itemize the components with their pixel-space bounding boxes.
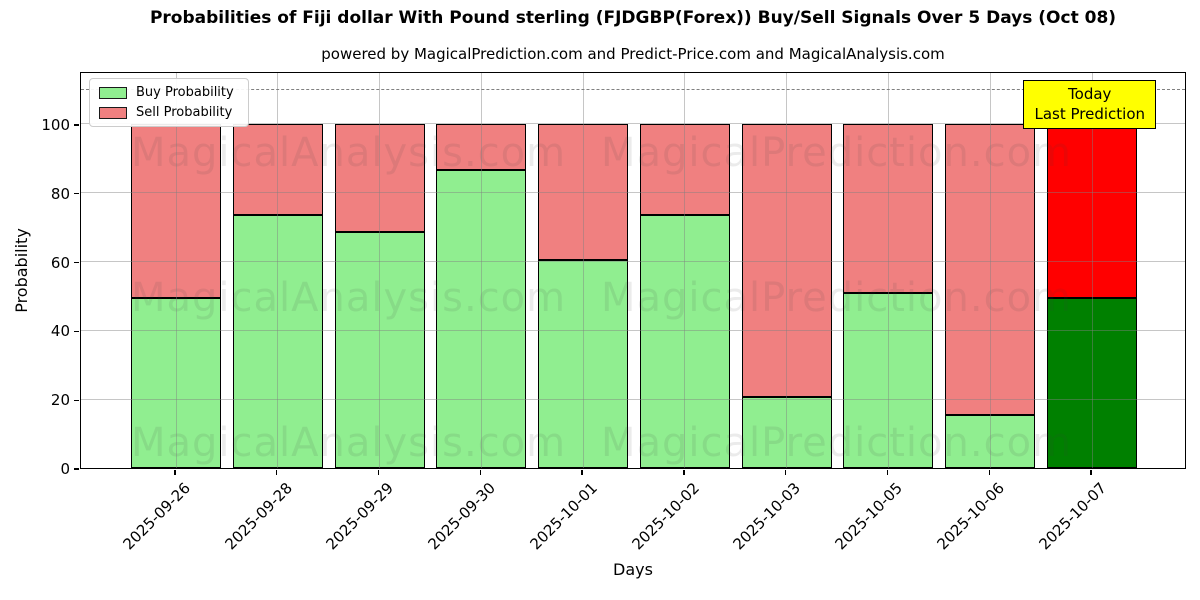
x-tick-mark bbox=[276, 470, 278, 475]
x-tick-mark bbox=[174, 470, 176, 475]
watermark-text: MagicalAnalysis.com bbox=[131, 420, 567, 466]
legend-item-buy: Buy Probability bbox=[99, 85, 239, 100]
x-tick-mark bbox=[988, 470, 990, 475]
chart-title: Probabilities of Fiji dollar With Pound … bbox=[149, 8, 1117, 28]
x-tick-mark bbox=[683, 470, 685, 475]
bar-2025-10-02 bbox=[639, 124, 730, 468]
buy-segment bbox=[741, 397, 832, 468]
watermark-text: MagicalAnalysis.com bbox=[131, 275, 567, 321]
buy-segment bbox=[232, 215, 323, 468]
y-tick-label: 0 bbox=[60, 460, 70, 478]
buy-segment bbox=[945, 414, 1036, 468]
x-tick-mark bbox=[1090, 470, 1092, 475]
watermark-layer: MagicalAnalysis.com MagicalPrediction.com… bbox=[81, 73, 1185, 468]
h-gridline bbox=[81, 192, 1185, 194]
v-gridline bbox=[786, 73, 788, 468]
watermark-text: MagicalPrediction.com bbox=[601, 275, 1072, 321]
sell-segment bbox=[741, 124, 832, 398]
legend: Buy Probability Sell Probability bbox=[89, 78, 249, 127]
watermark-text: MagicalPrediction.com bbox=[601, 130, 1072, 176]
sell-segment bbox=[436, 124, 527, 171]
annotation-line-2: Last Prediction bbox=[1034, 105, 1145, 124]
bars-layer bbox=[81, 73, 1185, 468]
v-gridline bbox=[379, 73, 381, 468]
y-tick-label: 40 bbox=[50, 322, 70, 341]
v-gridline bbox=[989, 73, 991, 468]
today-annotation: Today Last Prediction bbox=[1023, 80, 1156, 129]
buy-swatch-icon bbox=[99, 86, 127, 99]
sell-segment bbox=[639, 124, 730, 216]
y-tick-label: 60 bbox=[50, 253, 70, 272]
plot-area: MagicalAnalysis.com MagicalPrediction.com… bbox=[80, 72, 1186, 469]
v-gridline bbox=[175, 73, 177, 468]
y-tick-mark bbox=[74, 399, 79, 401]
bar-2025-09-30 bbox=[436, 124, 527, 468]
bar-2025-10-06 bbox=[945, 124, 1036, 468]
sell-swatch-icon bbox=[99, 106, 127, 119]
h-gridline bbox=[81, 329, 1185, 331]
y-tick-label: 100 bbox=[41, 115, 70, 134]
watermark-text: MagicalAnalysis.com bbox=[131, 130, 567, 176]
x-tick-mark bbox=[886, 470, 889, 475]
x-axis-label: Days bbox=[613, 560, 653, 579]
sell-segment bbox=[131, 124, 221, 298]
v-gridline bbox=[887, 73, 889, 468]
v-gridline bbox=[684, 73, 686, 468]
legend-label-sell: Sell Probability bbox=[136, 105, 233, 120]
sell-segment bbox=[1047, 124, 1137, 298]
y-tick-label: 20 bbox=[50, 391, 70, 410]
grid-layer bbox=[81, 73, 1185, 468]
legend-item-sell: Sell Probability bbox=[99, 105, 239, 120]
bar-2025-10-07 bbox=[1047, 124, 1137, 468]
buy-segment bbox=[639, 215, 730, 468]
bar-2025-10-03 bbox=[741, 124, 832, 468]
y-tick-label: 80 bbox=[50, 184, 70, 203]
bar-2025-09-26 bbox=[131, 124, 221, 468]
buy-segment bbox=[436, 170, 527, 468]
y-tick-mark bbox=[74, 193, 79, 195]
buy-segment bbox=[334, 232, 425, 468]
buy-segment bbox=[538, 259, 629, 468]
buy-segment bbox=[131, 297, 221, 468]
y-tick-mark bbox=[74, 261, 79, 264]
sell-segment bbox=[945, 124, 1036, 415]
x-tick-mark bbox=[377, 470, 380, 475]
sell-segment bbox=[232, 124, 323, 216]
watermark-text: MagicalPrediction.com bbox=[601, 420, 1072, 466]
h-gridline bbox=[81, 261, 1185, 263]
y-tick-mark bbox=[74, 468, 79, 470]
sell-segment bbox=[843, 124, 934, 293]
x-tick-mark bbox=[785, 470, 787, 475]
sell-segment bbox=[538, 124, 629, 260]
sell-segment bbox=[334, 124, 425, 233]
v-gridline bbox=[582, 73, 584, 468]
v-gridline bbox=[277, 73, 279, 468]
chart-subtitle: powered by MagicalPrediction.com and Pre… bbox=[321, 45, 945, 63]
bar-2025-09-28 bbox=[232, 124, 323, 468]
bar-2025-10-05 bbox=[843, 124, 934, 468]
y-tick-mark bbox=[74, 124, 79, 126]
x-tick-mark bbox=[581, 470, 583, 475]
v-gridline bbox=[1091, 73, 1093, 468]
bar-2025-09-29 bbox=[334, 124, 425, 468]
v-gridline bbox=[480, 73, 482, 468]
x-tick-mark bbox=[479, 470, 481, 475]
legend-label-buy: Buy Probability bbox=[136, 85, 234, 100]
h-gridline bbox=[81, 398, 1185, 400]
y-tick-mark bbox=[74, 330, 79, 333]
bar-2025-10-01 bbox=[538, 124, 629, 468]
buy-segment bbox=[1047, 297, 1137, 468]
annotation-line-1: Today bbox=[1068, 85, 1112, 103]
buy-segment bbox=[843, 292, 934, 468]
